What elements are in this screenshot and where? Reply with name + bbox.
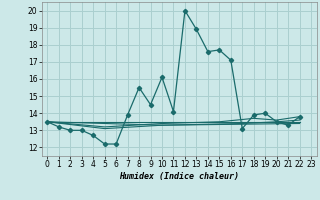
X-axis label: Humidex (Indice chaleur): Humidex (Indice chaleur) <box>119 172 239 181</box>
